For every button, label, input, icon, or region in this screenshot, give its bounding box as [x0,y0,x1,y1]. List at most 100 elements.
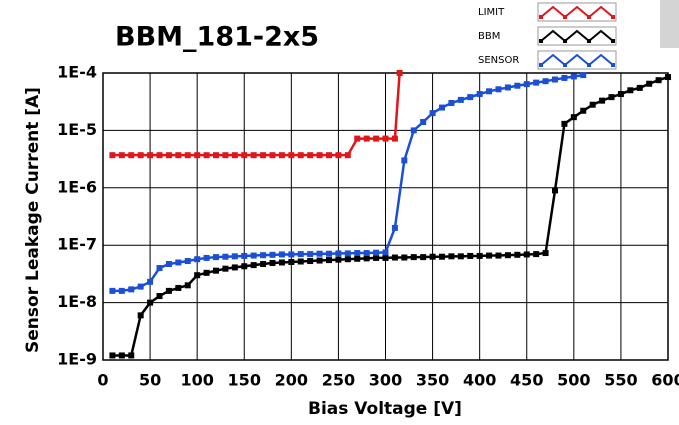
point [646,80,653,87]
x-tick-label: 150 [228,371,261,390]
legend-marker [563,63,567,67]
point [175,259,182,266]
point [269,259,276,266]
point [448,100,455,107]
y-tick-label: 1E-4 [57,63,97,82]
legend-swatch [540,29,614,43]
point [194,152,201,159]
point [118,152,125,159]
point [410,127,417,134]
point [514,251,521,258]
point [542,78,549,85]
point [128,286,135,293]
point [203,152,210,159]
point [382,249,389,256]
point [457,253,464,260]
legend-marker [611,15,615,19]
point [335,152,342,159]
point [165,152,172,159]
point [354,255,361,262]
point [504,252,511,259]
x-tick-label: 600 [651,371,679,390]
legend-swatch [540,5,614,19]
point [109,287,116,294]
point [552,187,558,194]
point [297,152,304,159]
point [665,74,671,81]
point [476,91,483,98]
point [278,152,285,159]
chart-title: BBM_181-2x5 [115,22,319,53]
point [552,76,558,83]
point [260,152,267,159]
point [514,82,521,89]
y-axis-label: Sensor Leakage Current [A] [23,87,43,353]
x-tick-label: 450 [510,371,543,390]
point [137,152,144,159]
point [344,152,351,159]
point [561,74,568,81]
point [194,256,201,263]
point [617,91,624,98]
point [354,135,361,142]
point [363,255,370,262]
point [118,352,125,359]
legend-swatch-box [537,26,617,46]
legend-marker [611,63,615,67]
point [373,135,380,142]
point [288,251,295,258]
point [391,224,398,231]
point [523,81,530,88]
point [495,86,502,93]
point [504,84,511,91]
point [156,293,163,300]
point [288,152,295,159]
point [194,272,201,279]
legend-marker [587,15,591,19]
point [570,73,577,80]
point [391,135,398,142]
x-tick-label: 200 [275,371,308,390]
point [344,250,351,257]
point [457,96,464,103]
point [222,152,229,159]
point [326,250,332,257]
point [344,256,351,263]
point [147,278,154,285]
point [109,152,116,159]
plot-border [102,72,669,361]
point [495,252,502,259]
point [222,265,229,272]
point [655,77,662,84]
point [363,250,370,257]
point [260,252,267,259]
point [448,253,455,260]
x-tick-label: 550 [604,371,637,390]
legend-swatch-box [537,2,617,22]
point [269,152,276,159]
point [486,88,493,95]
point [533,79,540,86]
point [297,258,304,265]
point [316,152,323,159]
point [326,152,332,159]
point [627,87,634,94]
point [156,152,163,159]
point [269,251,276,258]
point [250,152,257,159]
point [533,251,540,258]
point [278,259,285,266]
point [570,114,577,121]
point [137,312,144,319]
legend-marker [563,15,567,19]
point [382,135,389,142]
point [429,110,436,117]
point [184,282,191,289]
point [250,262,257,269]
point [165,287,172,294]
point [147,152,154,159]
x-tick-label: 50 [139,371,161,390]
point [241,252,248,259]
point [373,254,380,261]
point [307,258,314,265]
